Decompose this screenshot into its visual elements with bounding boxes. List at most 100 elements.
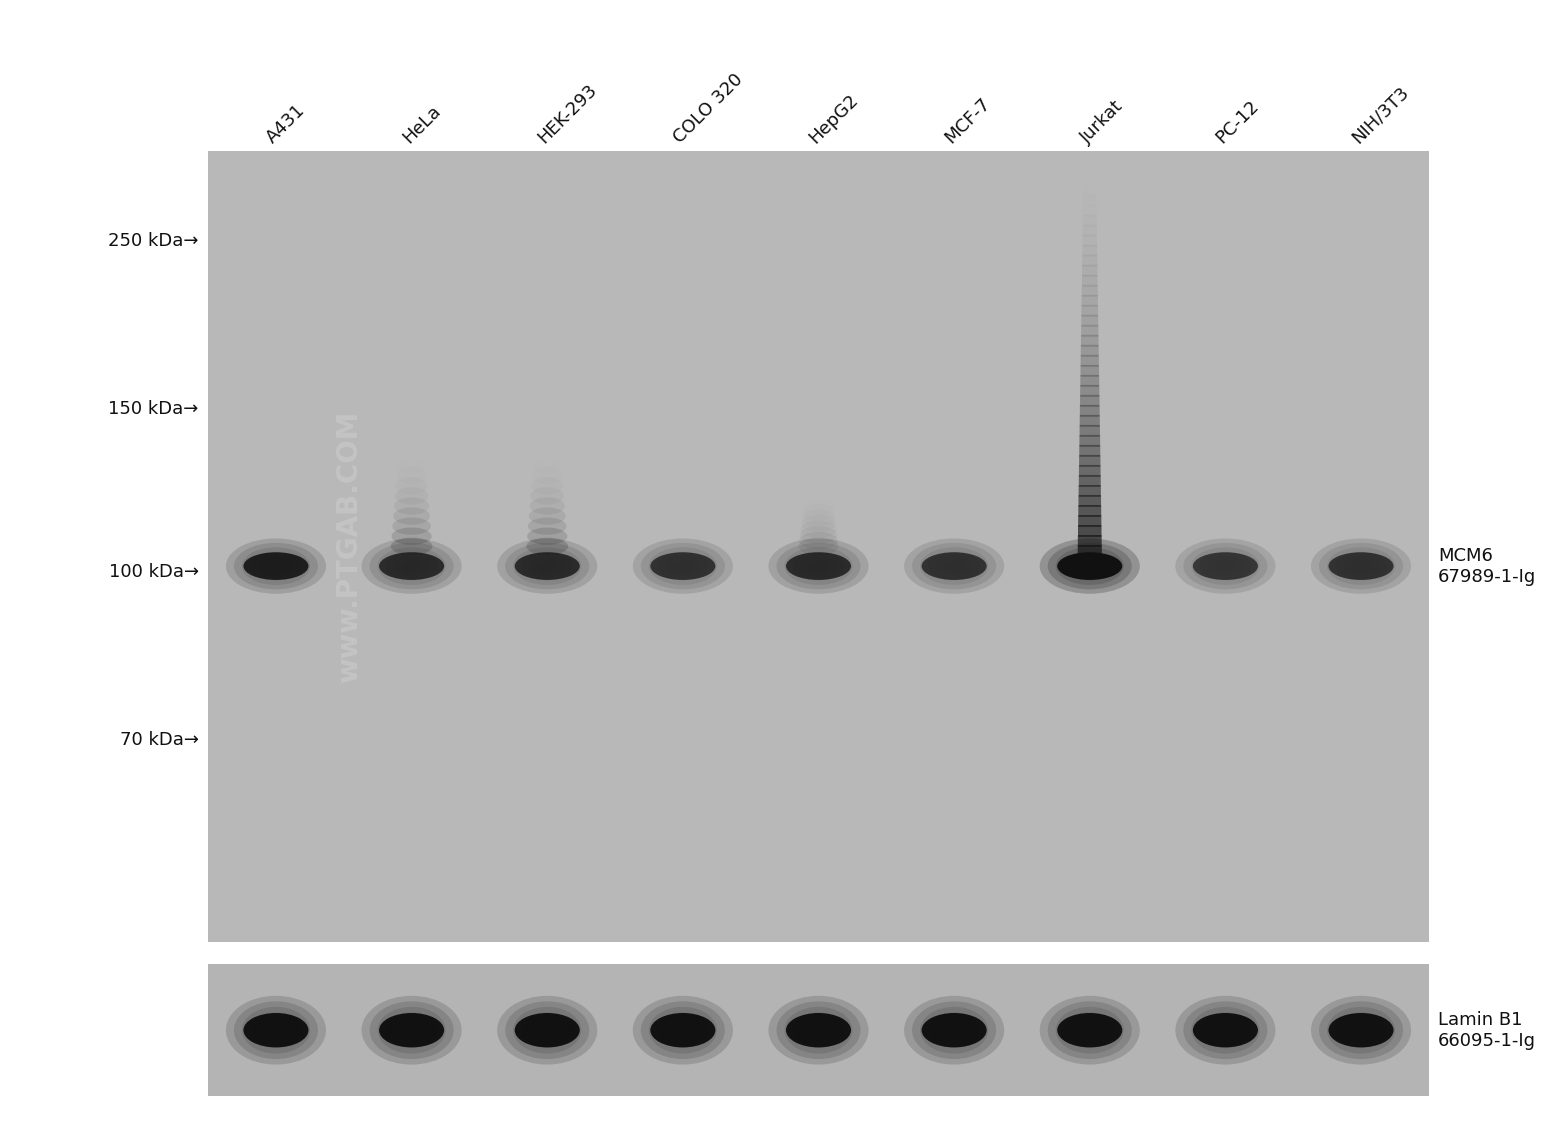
Text: NIH/3T3: NIH/3T3: [1349, 83, 1412, 147]
FancyBboxPatch shape: [1081, 325, 1099, 336]
Ellipse shape: [1343, 1018, 1379, 1043]
FancyBboxPatch shape: [1080, 374, 1099, 387]
Text: www.PTGAB.COM: www.PTGAB.COM: [335, 410, 363, 683]
FancyBboxPatch shape: [1080, 435, 1100, 447]
FancyBboxPatch shape: [1078, 545, 1102, 557]
Ellipse shape: [529, 498, 565, 515]
Ellipse shape: [379, 1013, 444, 1047]
Ellipse shape: [905, 538, 1005, 594]
Ellipse shape: [233, 1001, 318, 1059]
Text: PC-12: PC-12: [1213, 96, 1263, 147]
Text: COLO 320: COLO 320: [670, 71, 747, 147]
Ellipse shape: [800, 1018, 837, 1043]
Ellipse shape: [529, 508, 565, 525]
FancyBboxPatch shape: [1081, 295, 1099, 307]
Ellipse shape: [657, 1012, 709, 1048]
FancyBboxPatch shape: [1081, 265, 1097, 277]
Ellipse shape: [928, 1012, 980, 1048]
Ellipse shape: [513, 547, 581, 585]
Ellipse shape: [776, 543, 861, 590]
Ellipse shape: [920, 1007, 988, 1054]
Ellipse shape: [505, 543, 590, 590]
Ellipse shape: [912, 1001, 997, 1059]
Ellipse shape: [792, 552, 845, 581]
Ellipse shape: [786, 1013, 851, 1047]
Ellipse shape: [1183, 1001, 1268, 1059]
Text: Lamin B1
66095-1-Ig: Lamin B1 66095-1-Ig: [1438, 1011, 1537, 1049]
Ellipse shape: [393, 508, 430, 525]
Text: Jurkat: Jurkat: [1077, 98, 1127, 147]
Ellipse shape: [505, 1001, 590, 1059]
FancyBboxPatch shape: [1080, 415, 1100, 427]
Ellipse shape: [1056, 1007, 1124, 1054]
Ellipse shape: [1183, 543, 1268, 590]
Ellipse shape: [800, 532, 837, 549]
Ellipse shape: [1327, 547, 1394, 585]
Ellipse shape: [776, 1001, 861, 1059]
Ellipse shape: [369, 543, 454, 590]
FancyBboxPatch shape: [1078, 525, 1102, 537]
FancyBboxPatch shape: [1080, 364, 1099, 377]
Ellipse shape: [521, 1012, 573, 1048]
Text: 250 kDa→: 250 kDa→: [108, 232, 199, 250]
Ellipse shape: [243, 1007, 310, 1054]
Ellipse shape: [521, 552, 573, 581]
Ellipse shape: [632, 995, 732, 1065]
Ellipse shape: [768, 995, 869, 1065]
Ellipse shape: [1064, 552, 1116, 581]
Ellipse shape: [928, 552, 980, 581]
FancyBboxPatch shape: [1078, 495, 1102, 507]
Ellipse shape: [768, 538, 869, 594]
Ellipse shape: [640, 543, 725, 590]
Text: HeLa: HeLa: [399, 102, 444, 147]
Ellipse shape: [529, 1018, 565, 1043]
FancyBboxPatch shape: [1080, 455, 1100, 466]
Ellipse shape: [1191, 547, 1260, 585]
Ellipse shape: [922, 553, 986, 580]
Ellipse shape: [920, 547, 988, 585]
Ellipse shape: [792, 1012, 845, 1048]
Ellipse shape: [1072, 556, 1108, 576]
Ellipse shape: [1072, 1018, 1108, 1043]
Ellipse shape: [905, 995, 1005, 1065]
FancyBboxPatch shape: [1078, 465, 1100, 476]
Ellipse shape: [912, 543, 997, 590]
Ellipse shape: [391, 538, 432, 555]
FancyBboxPatch shape: [1078, 515, 1102, 527]
Ellipse shape: [385, 1012, 438, 1048]
Ellipse shape: [1039, 538, 1139, 594]
Text: MCM6
67989-1-Ig: MCM6 67989-1-Ig: [1438, 547, 1537, 585]
Text: 150 kDa→: 150 kDa→: [108, 400, 199, 418]
Ellipse shape: [233, 543, 318, 590]
Ellipse shape: [527, 518, 567, 535]
Text: MCF-7: MCF-7: [942, 94, 994, 147]
Ellipse shape: [379, 553, 444, 580]
Ellipse shape: [225, 538, 326, 594]
Ellipse shape: [391, 528, 432, 545]
Ellipse shape: [385, 552, 438, 581]
Ellipse shape: [394, 498, 429, 515]
Ellipse shape: [250, 552, 302, 581]
Ellipse shape: [640, 1001, 725, 1059]
Ellipse shape: [498, 538, 598, 594]
Ellipse shape: [1207, 1018, 1244, 1043]
Ellipse shape: [1311, 995, 1412, 1065]
FancyBboxPatch shape: [1081, 355, 1099, 367]
Ellipse shape: [362, 538, 462, 594]
Ellipse shape: [244, 1013, 308, 1047]
FancyBboxPatch shape: [1078, 504, 1102, 517]
Ellipse shape: [1319, 543, 1404, 590]
FancyBboxPatch shape: [1080, 385, 1099, 397]
Ellipse shape: [1058, 1013, 1122, 1047]
Ellipse shape: [784, 1007, 853, 1054]
Ellipse shape: [798, 538, 839, 555]
Ellipse shape: [1329, 553, 1393, 580]
FancyBboxPatch shape: [1078, 475, 1100, 487]
Text: HepG2: HepG2: [806, 91, 862, 147]
Ellipse shape: [515, 1013, 579, 1047]
Ellipse shape: [377, 1007, 446, 1054]
Ellipse shape: [786, 553, 851, 580]
Ellipse shape: [393, 518, 430, 535]
Ellipse shape: [1335, 1012, 1387, 1048]
Ellipse shape: [377, 547, 446, 585]
